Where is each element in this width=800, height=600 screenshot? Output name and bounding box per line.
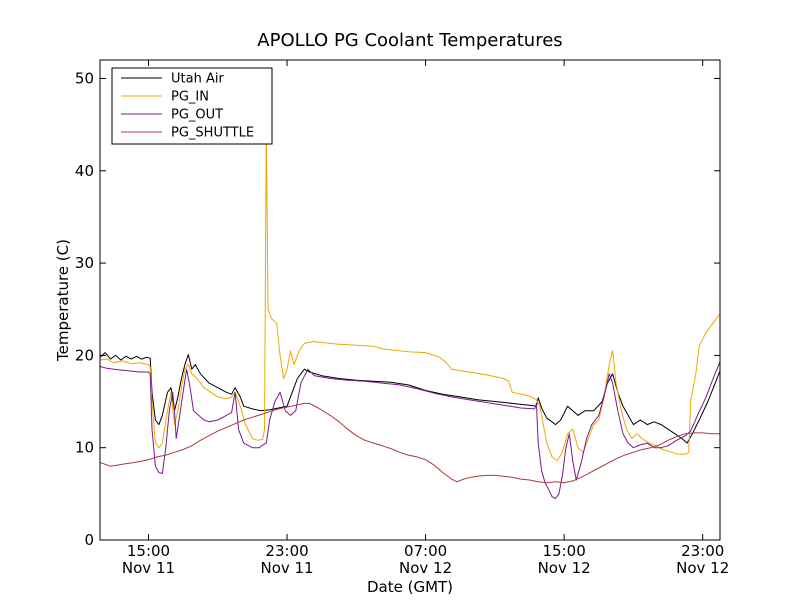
series-line-pg-shuttle	[99, 402, 720, 484]
x-tick-label-time: 15:00	[543, 542, 586, 560]
series-line-utah-air	[99, 352, 721, 444]
legend-label: PG_OUT	[171, 108, 223, 123]
x-axis-label: Date (GMT)	[367, 578, 453, 596]
series-layer	[99, 124, 721, 499]
legend: Utah Air PG_IN PG_OUT PG_SHUTTLE	[111, 67, 273, 145]
x-tick-label-time: 07:00	[404, 542, 447, 560]
chart-title: APOLLO PG Coolant Temperatures	[257, 30, 562, 51]
plot-frame	[99, 59, 721, 541]
series-line-pg-in	[99, 124, 721, 462]
x-tick-label-date: Nov 12	[399, 559, 452, 577]
series-line-pg-out	[99, 361, 721, 499]
x-tick-label-date: Nov 12	[538, 559, 591, 577]
y-tick-label: 0	[84, 531, 94, 549]
x-tick-label-date: Nov 11	[122, 559, 175, 577]
y-tick-label: 50	[75, 69, 94, 87]
legend-label: PG_SHUTTLE	[171, 126, 254, 141]
y-tick-label: 20	[75, 346, 94, 364]
legend-box	[111, 67, 273, 145]
x-tick-label-time: 23:00	[681, 542, 724, 560]
x-tick-label-date: Nov 12	[676, 559, 729, 577]
x-tick-label-date: Nov 11	[260, 559, 313, 577]
x-tick-label-time: 23:00	[265, 542, 308, 560]
y-tick-label: 40	[75, 162, 94, 180]
y-tick-label: 30	[75, 254, 94, 272]
x-tick-label-time: 15:00	[127, 542, 170, 560]
legend-label: PG_IN	[171, 90, 209, 105]
y-tick-label: 10	[75, 439, 94, 457]
legend-label: Utah Air	[171, 72, 224, 87]
y-axis-label: Temperature (C)	[54, 239, 72, 362]
